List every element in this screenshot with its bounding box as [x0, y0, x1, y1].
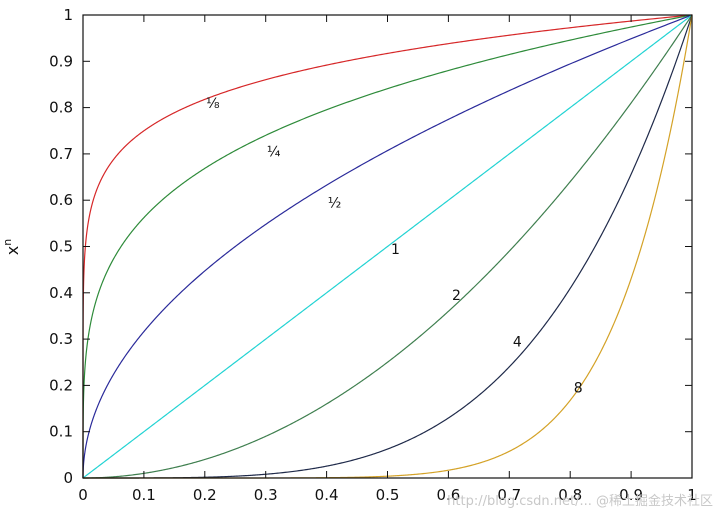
curve-label-2: ¼	[267, 145, 281, 161]
x-tick-label: 0.7	[497, 486, 521, 504]
curves-layer	[82, 14, 693, 479]
x-tick-label: 0.8	[558, 486, 582, 504]
x-tick-label: 0.1	[132, 486, 156, 504]
x-tick-label: 1	[687, 486, 697, 504]
curve-label-7: 8	[574, 381, 583, 397]
curve-line-4	[82, 14, 693, 479]
x-tick-label: 0.9	[619, 486, 643, 504]
x-tick-label: 0.5	[376, 486, 400, 504]
curve-line-2	[82, 14, 693, 478]
y-tick-label: 1	[63, 6, 73, 24]
x-tick-label: 0.6	[436, 486, 460, 504]
x-tick-label: 0.3	[254, 486, 278, 504]
curve-label-4: 1	[391, 242, 400, 258]
x-tick-label: 0	[78, 486, 88, 504]
y-tick-label: 0.1	[49, 423, 73, 441]
y-tick-label: 0.7	[49, 145, 73, 163]
y-axis-title-superscript: n	[1, 239, 14, 246]
y-axis-title-base: x	[3, 246, 22, 255]
curve-label-1: ⅛	[206, 96, 220, 112]
curve-labels-layer: ⅛ ¼ ½ 1 2 4 8	[206, 96, 583, 397]
y-tick-label: 0.5	[49, 238, 73, 256]
curve-line-5	[83, 14, 693, 479]
curve-label-6: 4	[513, 334, 522, 350]
ticks-layer: 0 0.1 0.2 0.3 0.4 0.5 0.6 0.7 0.8 0.9 1 0 0.1 0.2 0.3 0…	[49, 6, 697, 504]
y-tick-label: 0	[63, 469, 73, 487]
y-tick-label: 0.3	[49, 330, 73, 348]
y-tick-label: 0.4	[49, 284, 73, 302]
svg-text:xn: xn	[1, 239, 22, 255]
x-tick-label: 0.4	[315, 486, 339, 504]
curve-label-5: 2	[452, 288, 461, 304]
curve-line-1	[82, 14, 693, 478]
y-tick-label: 0.8	[49, 99, 73, 117]
y-tick-label: 0.9	[49, 52, 73, 70]
y-axis-title: xn	[1, 239, 22, 255]
y-tick-label: 0.2	[49, 376, 73, 394]
curve-line-3	[82, 14, 693, 478]
curve-label-3: ½	[328, 196, 342, 212]
watermark: http://blog.csdn.net/... @稀土掘金技术社区	[447, 493, 713, 509]
x-tick-label: 0.2	[193, 486, 217, 504]
y-tick-label: 0.6	[49, 191, 73, 209]
